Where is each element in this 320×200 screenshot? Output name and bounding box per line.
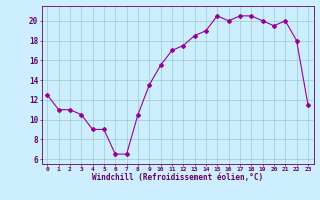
X-axis label: Windchill (Refroidissement éolien,°C): Windchill (Refroidissement éolien,°C) (92, 173, 263, 182)
